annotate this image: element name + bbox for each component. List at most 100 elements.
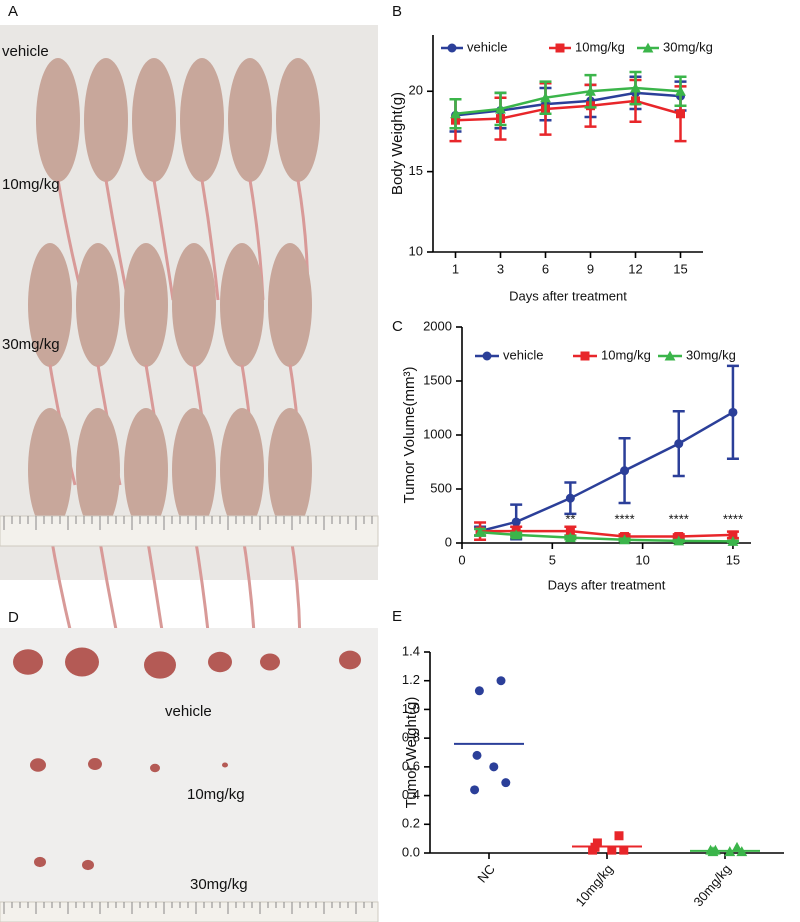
marker (614, 831, 624, 841)
y-tick-label: 1.4 (402, 643, 420, 658)
marker (585, 85, 596, 96)
x-tick-label: 30mg/kg (690, 861, 734, 909)
mouse-body (124, 243, 168, 367)
marker (565, 493, 575, 503)
y-tick-label: 0 (445, 534, 452, 549)
mouse-body (172, 243, 216, 367)
marker (482, 351, 492, 361)
mouse-body (76, 243, 120, 367)
marker (565, 526, 575, 536)
panel-label: A (8, 3, 18, 20)
tumor (222, 762, 228, 768)
y-tick-label: 15 (409, 163, 423, 178)
mouse-body (132, 58, 176, 182)
mouse-body (268, 408, 312, 532)
y-tick-label: 10 (409, 243, 423, 258)
series-line (479, 411, 734, 533)
ruler (0, 901, 379, 922)
photo-d (0, 628, 379, 922)
tumor (13, 649, 43, 675)
x-tick-label: 3 (497, 261, 504, 276)
x-axis-label: Days after treatment (509, 288, 627, 303)
marker (728, 530, 738, 540)
annotation: **** (723, 511, 743, 526)
y-axis-label: Tumor Weight(g) (403, 697, 420, 809)
x-axis-label: Days after treatment (548, 577, 666, 592)
y-tick-label: 1000 (423, 426, 452, 441)
marker (731, 841, 743, 852)
marker (619, 534, 630, 545)
panel-label: E (392, 608, 402, 625)
ruler-ticks (3, 902, 373, 914)
annotation: **** (669, 511, 689, 526)
marker (676, 109, 685, 119)
photo-text: 30mg/kg (190, 876, 248, 893)
marker (728, 407, 738, 417)
x-tick-label: 6 (542, 261, 549, 276)
marker (630, 82, 641, 93)
series (474, 364, 739, 541)
tumor (339, 650, 361, 670)
panel-label: B (392, 3, 402, 20)
mouse-body (276, 58, 320, 182)
annotation: ** (565, 511, 575, 526)
tumor (65, 647, 99, 677)
tumor (82, 859, 94, 871)
y-tick-label: 1500 (423, 372, 452, 387)
mouse-tail (200, 179, 220, 301)
y-tick-label: 0.2 (402, 816, 420, 831)
marker (588, 845, 598, 855)
legend-label: vehicle (503, 347, 543, 362)
mice (28, 58, 320, 651)
series (690, 841, 760, 857)
legend-label: 30mg/kg (686, 347, 736, 362)
mouse-body (172, 408, 216, 532)
x-tick-label: 0 (458, 552, 465, 567)
series (449, 70, 687, 130)
marker (510, 529, 522, 540)
y-tick-label: 1.2 (402, 672, 420, 687)
marker (540, 92, 551, 103)
marker (564, 532, 576, 543)
photo-text: vehicle (165, 703, 212, 720)
mouse-body (76, 408, 120, 532)
panel-label: D (8, 609, 19, 626)
x-tick-label: 5 (549, 552, 556, 567)
x-tick-label: 12 (628, 261, 642, 276)
marker (555, 43, 565, 53)
panel-label: C (392, 318, 403, 335)
marker (727, 535, 739, 546)
photo-a (0, 25, 379, 651)
legend-label: 10mg/kg (601, 347, 651, 362)
marker (447, 43, 457, 53)
x-tick-label: 10 (635, 552, 649, 567)
annotation: **** (614, 511, 634, 526)
series-line (455, 86, 681, 116)
marker (642, 42, 654, 53)
tumor (30, 758, 46, 772)
tumor (260, 653, 280, 671)
mouse-body (268, 243, 312, 367)
y-tick-label: 0.8 (402, 730, 420, 745)
marker (620, 466, 630, 476)
marker (664, 350, 676, 361)
x-tick-label: 15 (726, 552, 740, 567)
marker (495, 103, 506, 114)
photo-text: vehicle (2, 43, 49, 60)
tumor (208, 651, 232, 673)
y-axis-label: Body Weight(g) (389, 92, 406, 195)
marker (489, 762, 499, 772)
series-line (480, 529, 733, 538)
y-tick-label: 20 (409, 83, 423, 98)
legend-label: vehicle (467, 39, 507, 54)
mouse-body (124, 408, 168, 532)
x-tick-label: 15 (673, 261, 687, 276)
marker (705, 844, 716, 855)
x-tick-label: NC (474, 861, 498, 885)
photo-text: 10mg/kg (2, 176, 60, 193)
mouse-body (180, 58, 224, 182)
legend-label: 10mg/kg (575, 39, 625, 54)
tumor (34, 856, 46, 868)
ruler (0, 515, 379, 547)
mouse-body (220, 243, 264, 367)
